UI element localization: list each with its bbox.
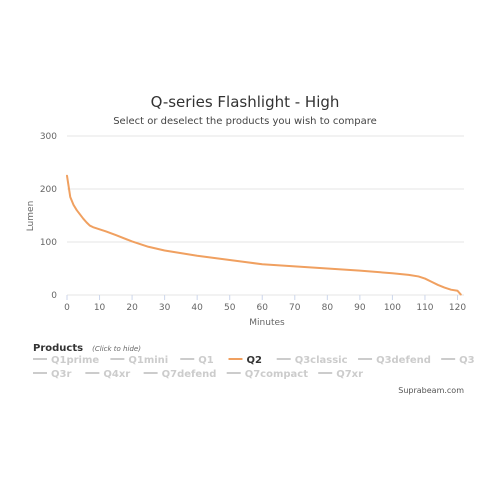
legend-title: Products bbox=[33, 343, 83, 354]
y-axis-title: Lumen bbox=[26, 201, 36, 232]
y-tick-label: 0 bbox=[51, 291, 57, 301]
x-axis-title: Minutes bbox=[249, 318, 285, 328]
legend-label: Q1 bbox=[198, 355, 214, 366]
legend-item-q3classic[interactable]: Q3classic bbox=[276, 355, 348, 366]
legend-label: Q3defend bbox=[376, 355, 431, 366]
x-tick-label: 110 bbox=[416, 303, 433, 313]
y-axis-ticks: 0 100 200 300 bbox=[40, 132, 57, 301]
legend-heading: Products (Click to hide) bbox=[33, 336, 141, 355]
legend-item-q7defend[interactable]: Q7defend bbox=[143, 369, 217, 380]
grid-lines bbox=[67, 135, 464, 296]
x-tick-label: 30 bbox=[159, 303, 171, 313]
y-tick-label: 200 bbox=[40, 185, 57, 195]
legend-item-q3defend[interactable]: Q3defend bbox=[358, 355, 431, 366]
y-tick-label: 100 bbox=[40, 238, 57, 248]
legend-item-q1mini[interactable]: Q1mini bbox=[110, 355, 168, 366]
x-axis-ticks: 0 10 20 30 40 50 60 70 80 90 100 110 120 bbox=[64, 295, 466, 313]
x-tick-label: 20 bbox=[126, 303, 138, 313]
legend-item-q1[interactable]: Q1 bbox=[180, 355, 214, 366]
legend-label: Q7compact bbox=[245, 369, 309, 380]
x-tick-label: 0 bbox=[64, 303, 70, 313]
legend-label: Q1mini bbox=[128, 355, 168, 366]
x-tick-label: 60 bbox=[257, 303, 269, 313]
legend-label: Q3r bbox=[51, 369, 71, 380]
legend-label: Q7xr bbox=[336, 369, 363, 380]
legend-item-q2[interactable]: Q2 bbox=[228, 355, 262, 366]
legend-item-q1prime[interactable]: Q1prime bbox=[33, 355, 99, 366]
legend-label: Q3classic bbox=[295, 355, 348, 366]
legend-label: Q7defend bbox=[162, 369, 217, 380]
legend-item-q7compact[interactable]: Q7compact bbox=[226, 369, 309, 380]
legend-hint: (Click to hide) bbox=[92, 345, 141, 353]
legend-item-q4xr[interactable]: Q4xr bbox=[85, 369, 130, 380]
legend-item-q3[interactable]: Q3 bbox=[441, 355, 475, 366]
credits-link[interactable]: Suprabeam.com bbox=[398, 386, 464, 395]
legend-label: Q4xr bbox=[103, 369, 130, 380]
x-tick-label: 50 bbox=[224, 303, 236, 313]
legend: Q1prime Q1mini Q1 Q2 Q3classic Q3defend Q3 Q3r Q… bbox=[33, 355, 475, 380]
x-tick-label: 40 bbox=[191, 303, 203, 313]
series-layer bbox=[66, 174, 462, 296]
legend-item-q7xr[interactable]: Q7xr bbox=[318, 369, 363, 380]
series-line-q2[interactable] bbox=[66, 174, 462, 296]
chart-title: Q-series Flashlight - High bbox=[151, 93, 340, 111]
x-tick-label: 10 bbox=[94, 303, 106, 313]
y-tick-label: 300 bbox=[40, 132, 57, 142]
chart-subtitle: Select or deselect the products you wish… bbox=[113, 116, 377, 127]
x-tick-label: 120 bbox=[449, 303, 466, 313]
x-tick-label: 90 bbox=[354, 303, 366, 313]
x-tick-label: 100 bbox=[384, 303, 401, 313]
legend-item-q3r[interactable]: Q3r bbox=[33, 369, 71, 380]
legend-label: Q3 bbox=[459, 355, 475, 366]
x-tick-label: 70 bbox=[289, 303, 301, 313]
legend-label: Q1prime bbox=[51, 355, 99, 366]
x-tick-label: 80 bbox=[322, 303, 334, 313]
legend-label: Q2 bbox=[246, 355, 262, 366]
